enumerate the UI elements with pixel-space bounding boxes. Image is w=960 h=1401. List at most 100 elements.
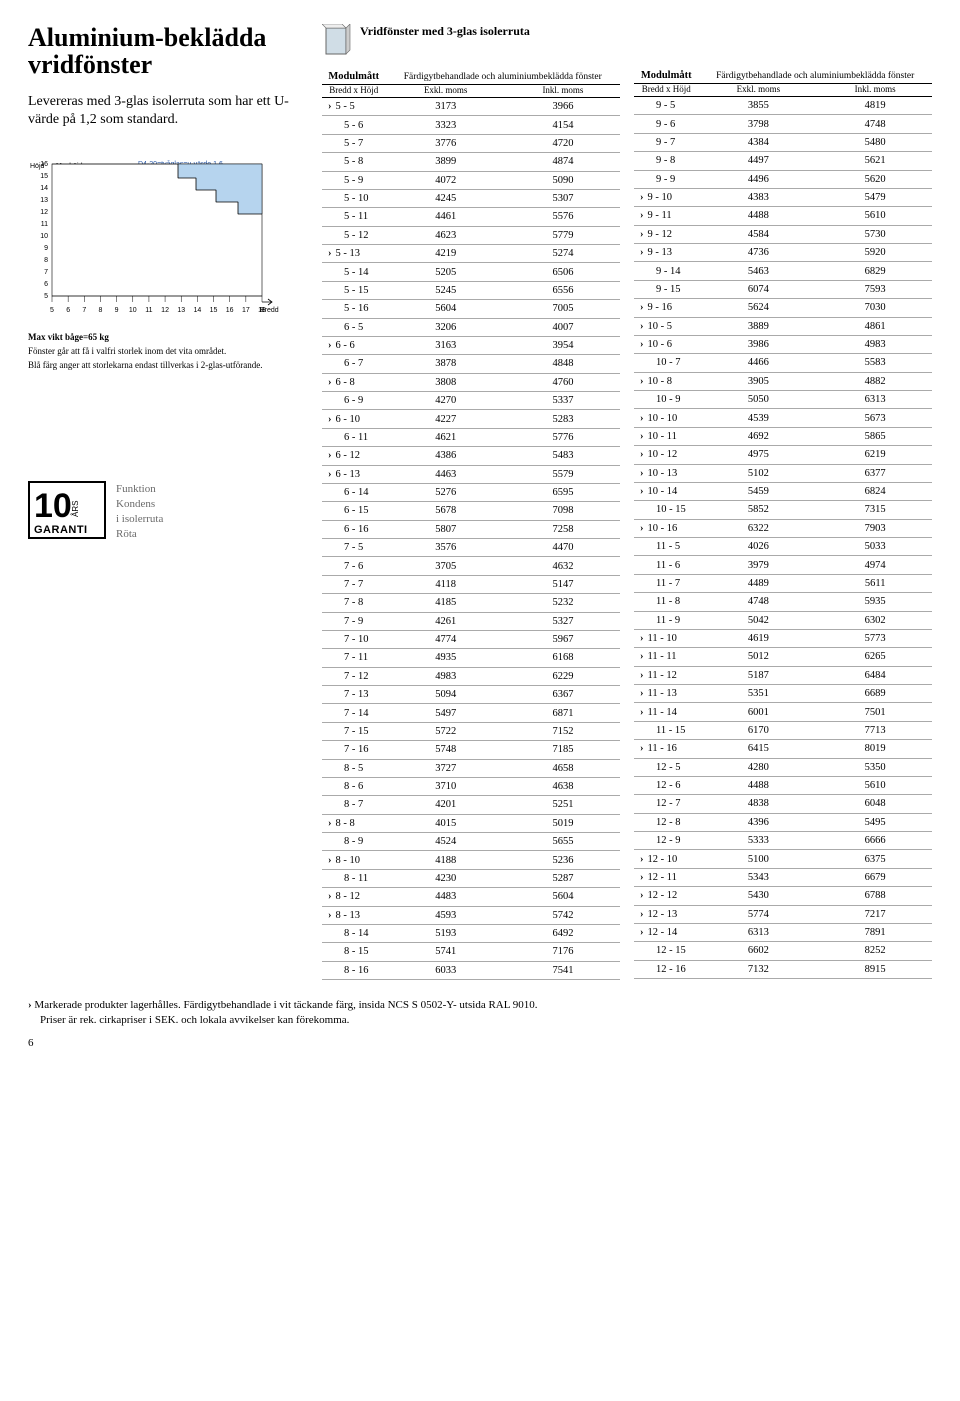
table-row: 5 - 1552456556 bbox=[322, 281, 620, 299]
table-row: 6 - 1556787098 bbox=[322, 502, 620, 520]
table-row: 9 - 637984748 bbox=[634, 115, 932, 133]
table-row: 7 - 1047745967 bbox=[322, 630, 620, 648]
table-row: 6 - 838084760 bbox=[322, 373, 620, 391]
table-row: 5 - 531733966 bbox=[322, 98, 620, 116]
svg-text:11: 11 bbox=[41, 221, 48, 228]
table-row: 9 - 1656247030 bbox=[634, 299, 932, 317]
table-row: 11 - 1251876484 bbox=[634, 666, 932, 684]
table-row: 5 - 1042455307 bbox=[322, 189, 620, 207]
table-row: 9 - 844975621 bbox=[634, 152, 932, 170]
table-row: 7 - 741185147 bbox=[322, 575, 620, 593]
table-title: Vridfönster med 3-glas isolerruta bbox=[360, 24, 530, 38]
table-row: 5 - 1342195274 bbox=[322, 245, 620, 263]
table-row: 6 - 1146215776 bbox=[322, 428, 620, 446]
svg-text:6: 6 bbox=[66, 307, 70, 314]
table-row: 12 - 1254306788 bbox=[634, 887, 932, 905]
svg-text:5: 5 bbox=[44, 293, 48, 300]
svg-text:7: 7 bbox=[44, 269, 48, 276]
svg-text:9: 9 bbox=[44, 245, 48, 252]
table-row: 10 - 1249756219 bbox=[634, 446, 932, 464]
table-row: 9 - 1560747593 bbox=[634, 280, 932, 298]
table-row: 9 - 1144885610 bbox=[634, 207, 932, 225]
table-row: 9 - 1454636829 bbox=[634, 262, 932, 280]
guarantee-badge: 10 ÅRS GARANTI bbox=[28, 481, 106, 542]
table-row: 11 - 1150126265 bbox=[634, 648, 932, 666]
table-row: 9 - 1043835479 bbox=[634, 188, 932, 206]
table-row: 8 - 945245655 bbox=[322, 833, 620, 851]
table-row: 9 - 1347365920 bbox=[634, 244, 932, 262]
intro-text: Levereras med 3-glas isolerruta som har … bbox=[28, 93, 302, 131]
svg-text:10: 10 bbox=[129, 307, 137, 314]
table-row: 9 - 944965620 bbox=[634, 170, 932, 188]
table-row: 6 - 631633954 bbox=[322, 336, 620, 354]
table-row: 12 - 1153436679 bbox=[634, 868, 932, 886]
svg-text:12: 12 bbox=[40, 209, 48, 216]
table-row: 12 - 1463137891 bbox=[634, 923, 932, 941]
table-row: 5 - 1246235779 bbox=[322, 226, 620, 244]
table-row: 11 - 847485935 bbox=[634, 593, 932, 611]
table-row: 12 - 748386048 bbox=[634, 795, 932, 813]
svg-text:14: 14 bbox=[193, 307, 201, 314]
price-table-2: Modulmått Färdigytbehandlade och alumini… bbox=[634, 66, 932, 979]
table-row: 6 - 1344635579 bbox=[322, 465, 620, 483]
table-row: 5 - 1144615576 bbox=[322, 208, 620, 226]
size-chart: Höjd Maxhöjd D4-20=tvåglas=u-värde 1,6 M… bbox=[28, 154, 288, 324]
table-row: 10 - 538894861 bbox=[634, 317, 932, 335]
chart-max-weight: Max vikt båge=65 kg bbox=[28, 332, 302, 344]
table-row: 10 - 1146925865 bbox=[634, 427, 932, 445]
table-row: 10 - 950506313 bbox=[634, 391, 932, 409]
svg-text:8: 8 bbox=[99, 307, 103, 314]
svg-text:6: 6 bbox=[44, 281, 48, 288]
chart-note-1: Fönster går att få i valfri storlek inom… bbox=[28, 346, 302, 358]
table-row: 12 - 953336666 bbox=[634, 832, 932, 850]
table-row: 7 - 1657487185 bbox=[322, 741, 620, 759]
guarantee-labels: Funktion Kondens i isolerruta Röta bbox=[116, 482, 163, 541]
table-row: 7 - 1454976871 bbox=[322, 704, 620, 722]
table-row: 5 - 737764720 bbox=[322, 134, 620, 152]
table-row: 12 - 644885610 bbox=[634, 776, 932, 794]
table-row: 6 - 1452766595 bbox=[322, 483, 620, 501]
table-row: 6 - 532064007 bbox=[322, 318, 620, 336]
svg-text:11: 11 bbox=[145, 307, 152, 314]
table-row: 5 - 1452056506 bbox=[322, 263, 620, 281]
chart-note-2: Blå färg anger att storlekarna endast ti… bbox=[28, 360, 302, 372]
table-row: 12 - 843965495 bbox=[634, 813, 932, 831]
table-row: 11 - 1460017501 bbox=[634, 703, 932, 721]
table-row: 11 - 1046195773 bbox=[634, 629, 932, 647]
table-row: 5 - 1656047005 bbox=[322, 300, 620, 318]
svg-text:8: 8 bbox=[44, 257, 48, 264]
table-row: 5 - 633234154 bbox=[322, 116, 620, 134]
table-row: 12 - 1357747217 bbox=[634, 905, 932, 923]
table-row: 8 - 840155019 bbox=[322, 814, 620, 832]
svg-text:18: 18 bbox=[258, 307, 266, 314]
table-row: 11 - 744895611 bbox=[634, 574, 932, 592]
table-row: 8 - 1244835604 bbox=[322, 888, 620, 906]
svg-text:ÅRS: ÅRS bbox=[71, 501, 80, 517]
table-row: 12 - 1671328915 bbox=[634, 960, 932, 978]
table-row: 6 - 1243865483 bbox=[322, 447, 620, 465]
table-row: 10 - 744665583 bbox=[634, 354, 932, 372]
svg-text:7: 7 bbox=[82, 307, 86, 314]
table-row: 9 - 743845480 bbox=[634, 133, 932, 151]
table-row: 7 - 1350946367 bbox=[322, 686, 620, 704]
page-number: 6 bbox=[28, 1037, 932, 1049]
window-icon bbox=[322, 24, 352, 61]
table-row: 11 - 540265033 bbox=[634, 538, 932, 556]
table-row: 7 - 841855232 bbox=[322, 594, 620, 612]
svg-text:15: 15 bbox=[210, 307, 218, 314]
table-row: 7 - 535764470 bbox=[322, 539, 620, 557]
table-row: 8 - 1142305287 bbox=[322, 869, 620, 887]
table-row: 11 - 1664158019 bbox=[634, 740, 932, 758]
table-row: 8 - 1660337541 bbox=[322, 961, 620, 979]
table-row: 10 - 1045395673 bbox=[634, 409, 932, 427]
table-row: 5 - 940725090 bbox=[322, 171, 620, 189]
table-row: 6 - 738784848 bbox=[322, 355, 620, 373]
svg-text:13: 13 bbox=[177, 307, 185, 314]
table-row: 6 - 1658077258 bbox=[322, 520, 620, 538]
table-row: 11 - 1353516689 bbox=[634, 685, 932, 703]
svg-text:17: 17 bbox=[242, 307, 250, 314]
table-row: 8 - 637104638 bbox=[322, 777, 620, 795]
table-row: 9 - 538554819 bbox=[634, 97, 932, 115]
table-row: 11 - 1561707713 bbox=[634, 721, 932, 739]
table-row: 8 - 537274658 bbox=[322, 759, 620, 777]
